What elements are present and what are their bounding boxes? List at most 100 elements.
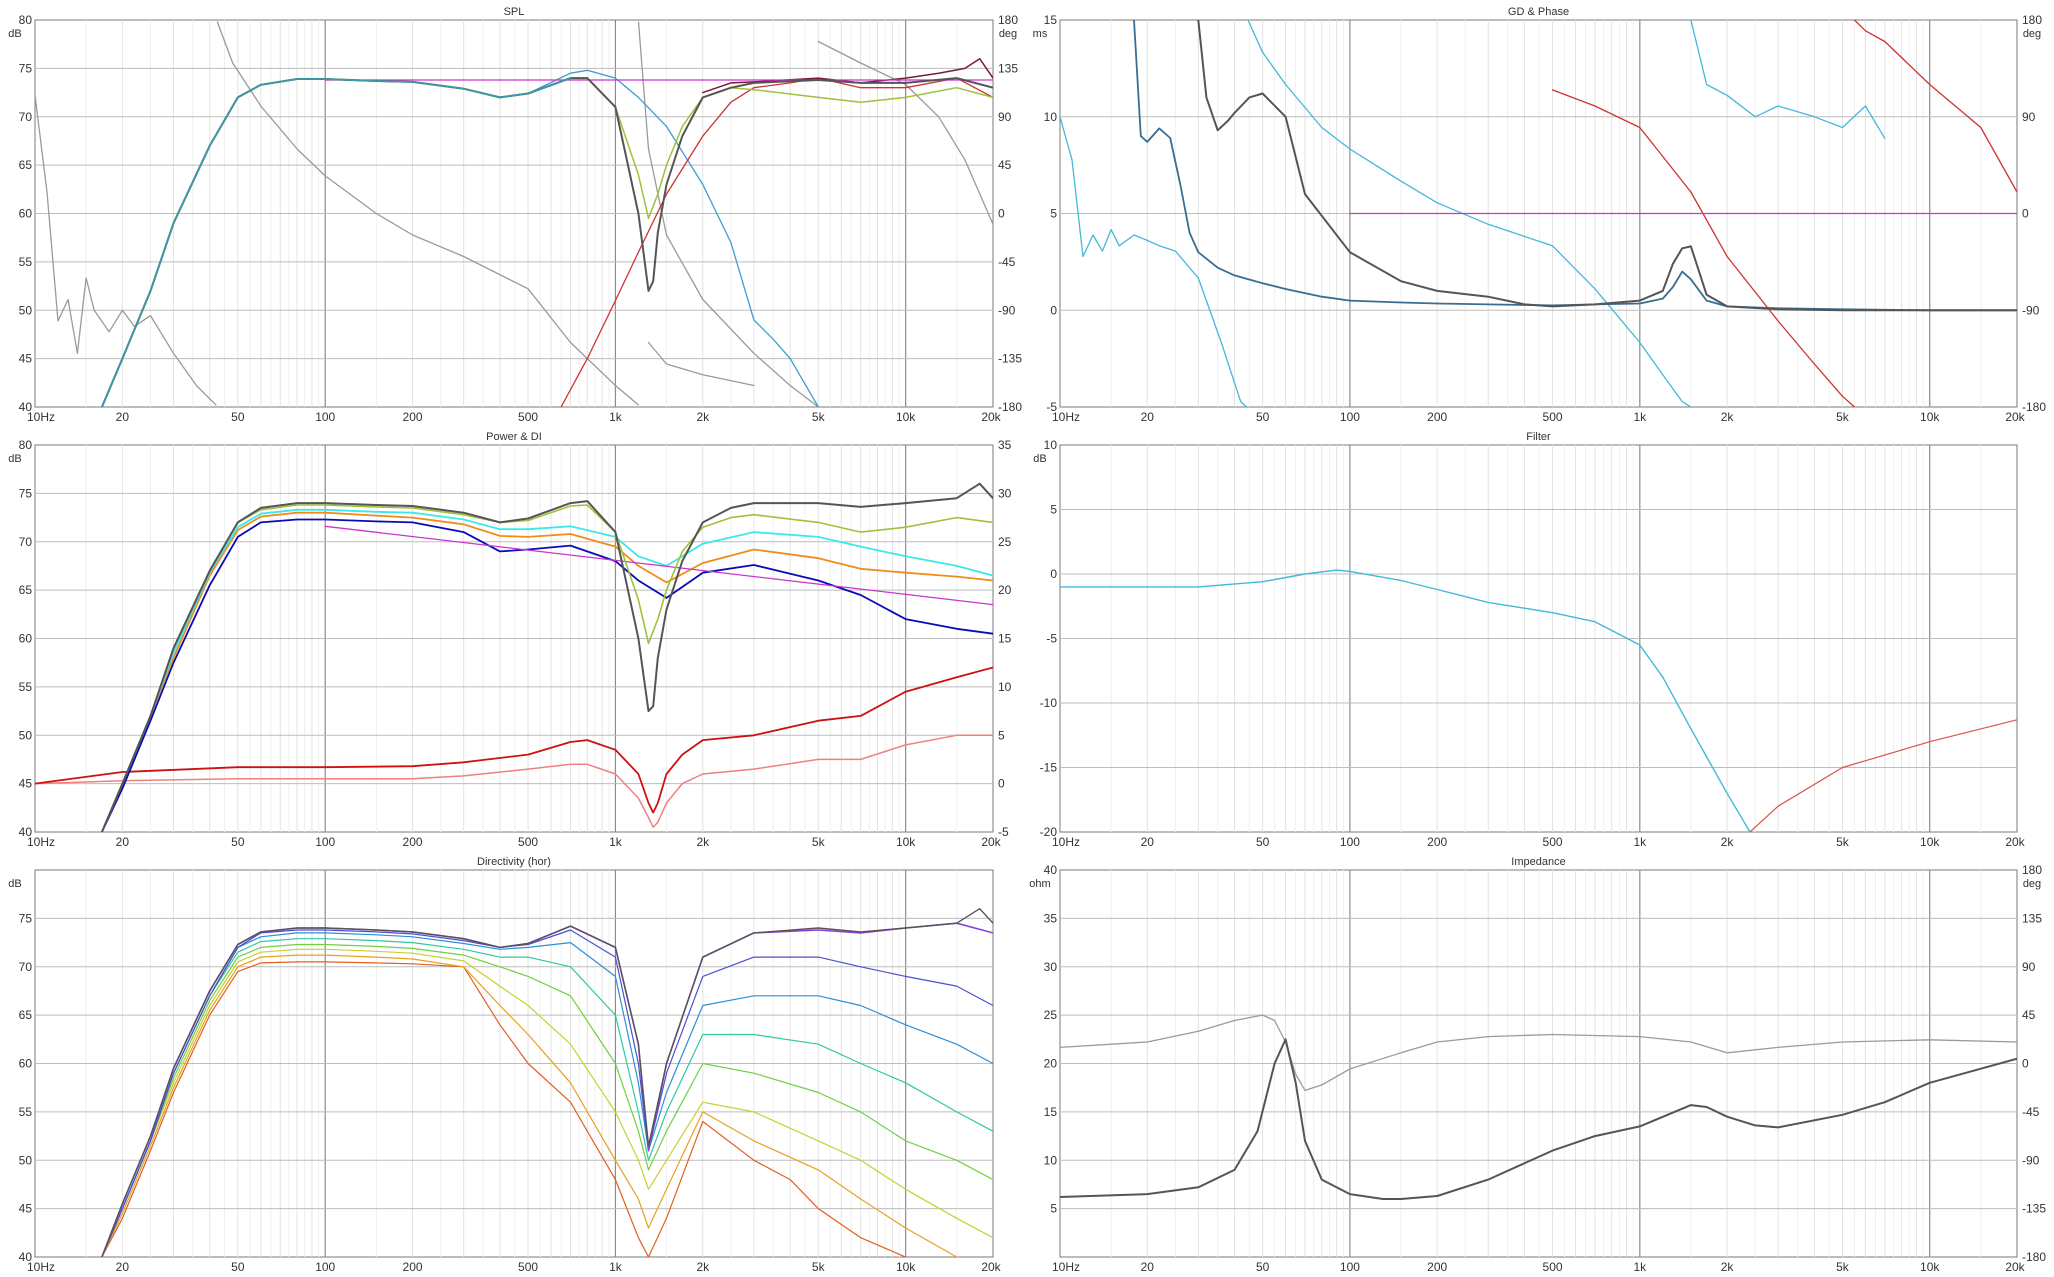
series-line-3	[101, 511, 993, 832]
series-line-1	[1060, 1038, 2017, 1200]
y-tick-label: 60	[19, 1057, 33, 1071]
x-tick-label: 10Hz	[1052, 835, 1080, 849]
series-line-0	[35, 21, 819, 407]
major-grid	[1060, 870, 2017, 1257]
x-tick-label: 200	[403, 1260, 423, 1274]
y-tick-label: 10	[1044, 1153, 1058, 1167]
y2-tick-labels: -180 -90 0 90 180	[2022, 13, 2046, 414]
series-line-0	[35, 734, 993, 828]
y2-tick-label: -90	[2022, 1153, 2040, 1167]
x-tick-label: 20	[1141, 835, 1155, 849]
spl-panel: SPL 10Hz 20 50 100 200 500 1k 2k 5k 10k 20k 40 45 50 55…	[8, 6, 1022, 424]
series-line-7	[100, 482, 993, 832]
x-tick-label: 1k	[609, 1260, 623, 1274]
chart-title: Impedance	[1511, 856, 1565, 868]
x-tick-label: 50	[231, 410, 245, 424]
y-tick-label: 50	[19, 303, 33, 317]
y-tick-label: 35	[1044, 911, 1058, 925]
y-tick-labels: 40 45 50 55 60 65 70 75 80	[19, 438, 33, 839]
y-tick-label: 45	[19, 1202, 33, 1216]
x-tick-label: 1k	[1633, 410, 1647, 424]
series-line-3	[560, 77, 993, 407]
series-line-1	[35, 666, 993, 814]
y2-tick-label: 30	[998, 486, 1012, 500]
x-tick-labels: 10Hz 20 50 100 200 500 1k 2k 5k 10k 20k	[27, 410, 1002, 424]
y2-tick-label: -180	[2022, 400, 2046, 414]
y2-tick-label: 180	[2022, 863, 2042, 877]
y2-tick-label: 15	[998, 632, 1012, 646]
y2-unit-label: deg	[2023, 878, 2041, 890]
y2-tick-label: 0	[998, 207, 1005, 221]
y-tick-label: 5	[1050, 1202, 1057, 1216]
series-group	[1060, 1014, 2017, 1200]
chart-title: SPL	[504, 6, 525, 18]
x-tick-label: 50	[1256, 835, 1270, 849]
y2-tick-label: 10	[998, 680, 1012, 694]
y-tick-labels: -20 -15 -10 -5 0 5 10	[1040, 438, 1058, 839]
y2-tick-labels: -5 0 5 10 15 20 25 30 35	[998, 438, 1012, 839]
x-tick-label: 500	[1543, 410, 1563, 424]
x-tick-label: 100	[315, 410, 335, 424]
series-line-8	[101, 77, 572, 407]
y-tick-label: 25	[1044, 1008, 1058, 1022]
y-tick-label: 15	[1044, 13, 1058, 27]
x-tick-labels: 10Hz 20 50 100 200 500 1k 2k 5k 10k 20k	[1052, 835, 2026, 849]
x-tick-label: 5k	[1836, 1260, 1850, 1274]
y2-tick-label: 35	[998, 438, 1012, 452]
series-group	[101, 908, 993, 1257]
y-tick-labels: 5 10 15 20 25 30 35 40	[1044, 863, 1058, 1216]
x-tick-label: 200	[1427, 835, 1447, 849]
x-tick-label: 2k	[696, 835, 710, 849]
y2-tick-label: 5	[998, 728, 1005, 742]
y-tick-label: 50	[19, 728, 33, 742]
x-tick-label: 100	[315, 1260, 335, 1274]
x-tick-label: 200	[1427, 410, 1447, 424]
y2-tick-label: 25	[998, 535, 1012, 549]
y2-tick-label: -180	[998, 400, 1022, 414]
x-tick-label: 20	[1141, 410, 1155, 424]
series-line-1	[101, 954, 958, 1257]
series-line-3	[1133, 20, 2017, 312]
x-tick-label: 500	[518, 1260, 538, 1274]
x-tick-label: 200	[1427, 1260, 1447, 1274]
series-line-0	[1060, 569, 1751, 832]
y-tick-label: 60	[19, 632, 33, 646]
x-tick-label: 100	[315, 835, 335, 849]
y-tick-labels: 40 45 50 55 60 65 70 75 80	[19, 13, 33, 414]
y-tick-label: 65	[19, 158, 33, 172]
y2-unit-label: deg	[999, 28, 1017, 40]
y2-tick-label: 180	[998, 13, 1018, 27]
x-tick-label: 100	[1340, 835, 1360, 849]
chart-title: GD & Phase	[1508, 6, 1569, 18]
y2-tick-label: -135	[998, 352, 1022, 366]
y-tick-label: 40	[19, 400, 33, 414]
y-tick-label: 20	[1044, 1057, 1058, 1071]
y2-tick-label: 45	[2022, 1008, 2036, 1022]
y2-tick-label: 90	[2022, 110, 2036, 124]
x-tick-label: 1k	[609, 410, 623, 424]
x-tick-label: 500	[1543, 1260, 1563, 1274]
major-grid	[35, 445, 993, 832]
y-tick-labels: -5 0 5 10 15	[1044, 13, 1058, 414]
y-tick-label: 70	[19, 960, 33, 974]
x-tick-label: 10k	[896, 410, 916, 424]
y2-tick-label: 0	[2022, 207, 2029, 221]
x-tick-label: 100	[1340, 410, 1360, 424]
x-tick-label: 5k	[812, 1260, 826, 1274]
y2-tick-labels: -180 -135 -90 -45 0 45 90 135 180	[998, 13, 1022, 414]
y-tick-label: 30	[1044, 960, 1058, 974]
y-tick-label: -15	[1040, 761, 1058, 775]
y-tick-label: 10	[1044, 110, 1058, 124]
directivity-panel: Directivity (hor) 10Hz 20 50 100 200 500 1k 2k 5k…	[8, 856, 1001, 1274]
x-tick-label: 500	[518, 410, 538, 424]
x-tick-label: 20k	[2005, 835, 2025, 849]
y-unit-label: dB	[1033, 453, 1046, 465]
x-tick-label: 2k	[696, 410, 710, 424]
x-tick-label: 20k	[2005, 410, 2025, 424]
x-tick-labels: 10Hz 20 50 100 200 500 1k 2k 5k 10k 20k	[1052, 1260, 2026, 1274]
series-line-1	[1551, 20, 2017, 407]
y2-tick-label: -5	[998, 825, 1009, 839]
x-tick-label: 200	[403, 410, 423, 424]
